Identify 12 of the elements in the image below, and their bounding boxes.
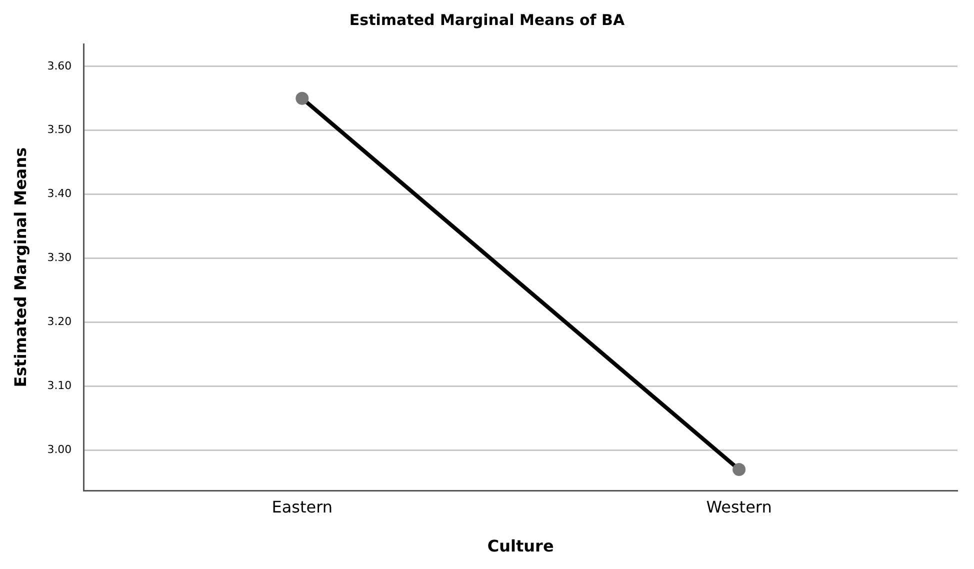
y-tick-label: 3.30 [47,251,72,264]
y-tick-label: 3.10 [47,379,72,392]
x-tick-label: Western [706,497,772,516]
x-axis-title: Culture [487,536,554,556]
y-tick-label: 3.60 [47,59,72,72]
y-tick-label: 3.40 [47,187,72,200]
y-tick-label: 3.00 [47,443,72,456]
x-tick-label: Eastern [272,497,333,516]
y-tick-label: 3.50 [47,123,72,136]
y-axis-title: Estimated Marginal Means [10,147,30,388]
y-tick-label: 3.20 [47,315,72,328]
chart-title: Estimated Marginal Means of BA [349,10,625,29]
